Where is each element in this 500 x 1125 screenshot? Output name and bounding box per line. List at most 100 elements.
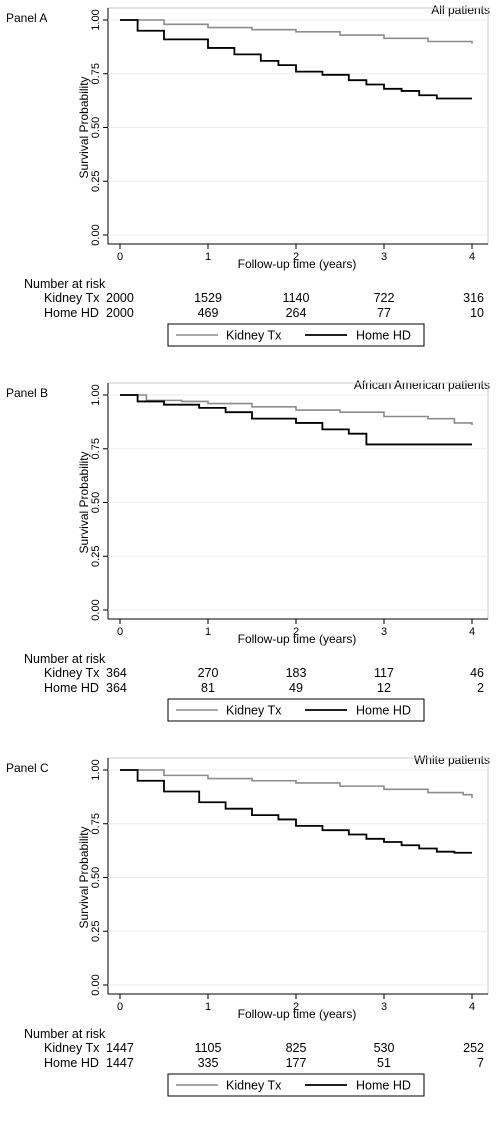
survival-curve-kidney-tx: [120, 769, 473, 798]
risk-value: 270: [198, 666, 219, 680]
x-tick-label: 1: [205, 626, 211, 638]
risk-value: 81: [201, 681, 215, 695]
y-tick-label: 0.50: [90, 492, 102, 513]
panel-label: Panel C: [6, 761, 49, 775]
legend-label: Kidney Tx: [226, 704, 282, 718]
risk-table-title: Number at risk: [24, 277, 106, 291]
risk-value: 530: [374, 1041, 395, 1055]
x-tick-label: 1: [205, 251, 211, 263]
y-axis-title: Survival Probability: [77, 451, 91, 553]
x-tick-label: 3: [381, 626, 387, 638]
risk-value: 51: [377, 1056, 391, 1070]
plot-frame: [107, 7, 489, 245]
plot-frame: [107, 757, 489, 995]
chart-panel-2: Panel B African American patients 0.00 0.25…: [6, 378, 490, 722]
y-tick-label: 0.50: [90, 867, 102, 888]
risk-value: 2: [477, 681, 484, 695]
risk-table-title: Number at risk: [24, 1027, 106, 1041]
y-tick-label: 0.75: [90, 813, 102, 834]
survival-curve-kidney-tx: [120, 394, 473, 426]
risk-value: 183: [286, 666, 307, 680]
chart-subtitle: All patients: [431, 3, 490, 17]
x-tick-label: 4: [469, 251, 475, 263]
survival-curve-kidney-tx: [120, 19, 473, 44]
legend-label: Home HD: [356, 1079, 411, 1093]
risk-row-label: Home HD: [44, 681, 99, 695]
x-tick-label: 2: [293, 626, 299, 638]
risk-value: 825: [286, 1041, 307, 1055]
risk-value: 252: [463, 1041, 484, 1055]
legend-box: [167, 323, 425, 347]
survival-curve-home-hd: [120, 394, 472, 446]
risk-value: 1105: [195, 1041, 222, 1055]
risk-value: 2000: [106, 306, 134, 320]
y-tick-label: 0.75: [90, 438, 102, 459]
risk-value: 1140: [283, 291, 310, 305]
risk-row-label: Home HD: [44, 1056, 99, 1070]
panel-label: Panel A: [6, 11, 47, 25]
risk-row-label: Home HD: [44, 306, 99, 320]
risk-value: 49: [289, 681, 303, 695]
survival-curve-home-hd: [120, 19, 472, 100]
y-tick-label: 0.00: [90, 974, 102, 995]
risk-value: 77: [377, 306, 391, 320]
x-tick-label: 3: [381, 1001, 387, 1013]
x-tick-label: 1: [205, 1001, 211, 1013]
risk-value: 46: [470, 666, 484, 680]
x-tick-label: 4: [469, 626, 475, 638]
y-axis-title: Survival Probability: [77, 826, 91, 928]
x-tick-label: 3: [381, 251, 387, 263]
risk-value: 364: [106, 666, 127, 680]
x-tick-label: 0: [117, 251, 123, 263]
chart-panel-3: Panel C White patients 0.00 0.25 0.50 0.75 1.0…: [6, 753, 490, 1097]
legend-label: Kidney Tx: [226, 1079, 282, 1093]
x-tick-label: 0: [117, 626, 123, 638]
risk-value: 2000: [106, 291, 134, 305]
y-tick-label: 0.25: [90, 171, 102, 192]
chart-subtitle: White patients: [414, 753, 490, 767]
chart-panel-1: Panel A All patients 0.00 0.25 0.50 0.75 1.00 0…: [6, 3, 490, 347]
risk-row-label: Kidney Tx: [44, 291, 100, 305]
y-tick-label: 0.50: [90, 117, 102, 138]
risk-value: 117: [374, 666, 394, 680]
y-tick-label: 0.75: [90, 63, 102, 84]
risk-row-label: Kidney Tx: [44, 1041, 100, 1055]
y-tick-label: 0.25: [90, 546, 102, 567]
x-axis-title: Follow-up time (years): [238, 1007, 357, 1021]
risk-value: 1447: [106, 1041, 134, 1055]
x-tick-label: 4: [469, 1001, 475, 1013]
risk-value: 1529: [194, 291, 222, 305]
x-axis-title: Follow-up time (years): [238, 632, 357, 646]
risk-value: 1447: [106, 1056, 134, 1070]
risk-value: 10: [470, 306, 484, 320]
risk-value: 264: [286, 306, 307, 320]
y-tick-label: 1.00: [90, 384, 102, 405]
legend-label: Home HD: [356, 329, 411, 343]
x-axis-title: Follow-up time (years): [238, 257, 357, 271]
legend-label: Kidney Tx: [226, 329, 282, 343]
risk-value: 7: [477, 1056, 484, 1070]
chart-subtitle: African American patients: [354, 378, 490, 392]
legend-box: [167, 1073, 425, 1097]
risk-value: 722: [374, 291, 395, 305]
y-axis-title: Survival Probability: [77, 76, 91, 178]
risk-value: 364: [106, 681, 127, 695]
x-tick-label: 2: [293, 1001, 299, 1013]
y-tick-label: 0.25: [90, 921, 102, 942]
y-tick-label: 0.00: [90, 224, 102, 245]
panel-label: Panel B: [6, 386, 48, 400]
x-tick-label: 2: [293, 251, 299, 263]
risk-value: 335: [198, 1056, 219, 1070]
y-tick-label: 0.00: [90, 599, 102, 620]
risk-value: 316: [463, 291, 484, 305]
risk-value: 177: [286, 1056, 307, 1070]
legend-label: Home HD: [356, 704, 411, 718]
legend-box: [167, 698, 425, 722]
y-tick-label: 1.00: [90, 9, 102, 30]
x-tick-label: 0: [117, 1001, 123, 1013]
risk-row-label: Kidney Tx: [44, 666, 100, 680]
risk-value: 469: [198, 306, 219, 320]
survival-curve-home-hd: [120, 769, 472, 854]
risk-value: 12: [377, 681, 391, 695]
